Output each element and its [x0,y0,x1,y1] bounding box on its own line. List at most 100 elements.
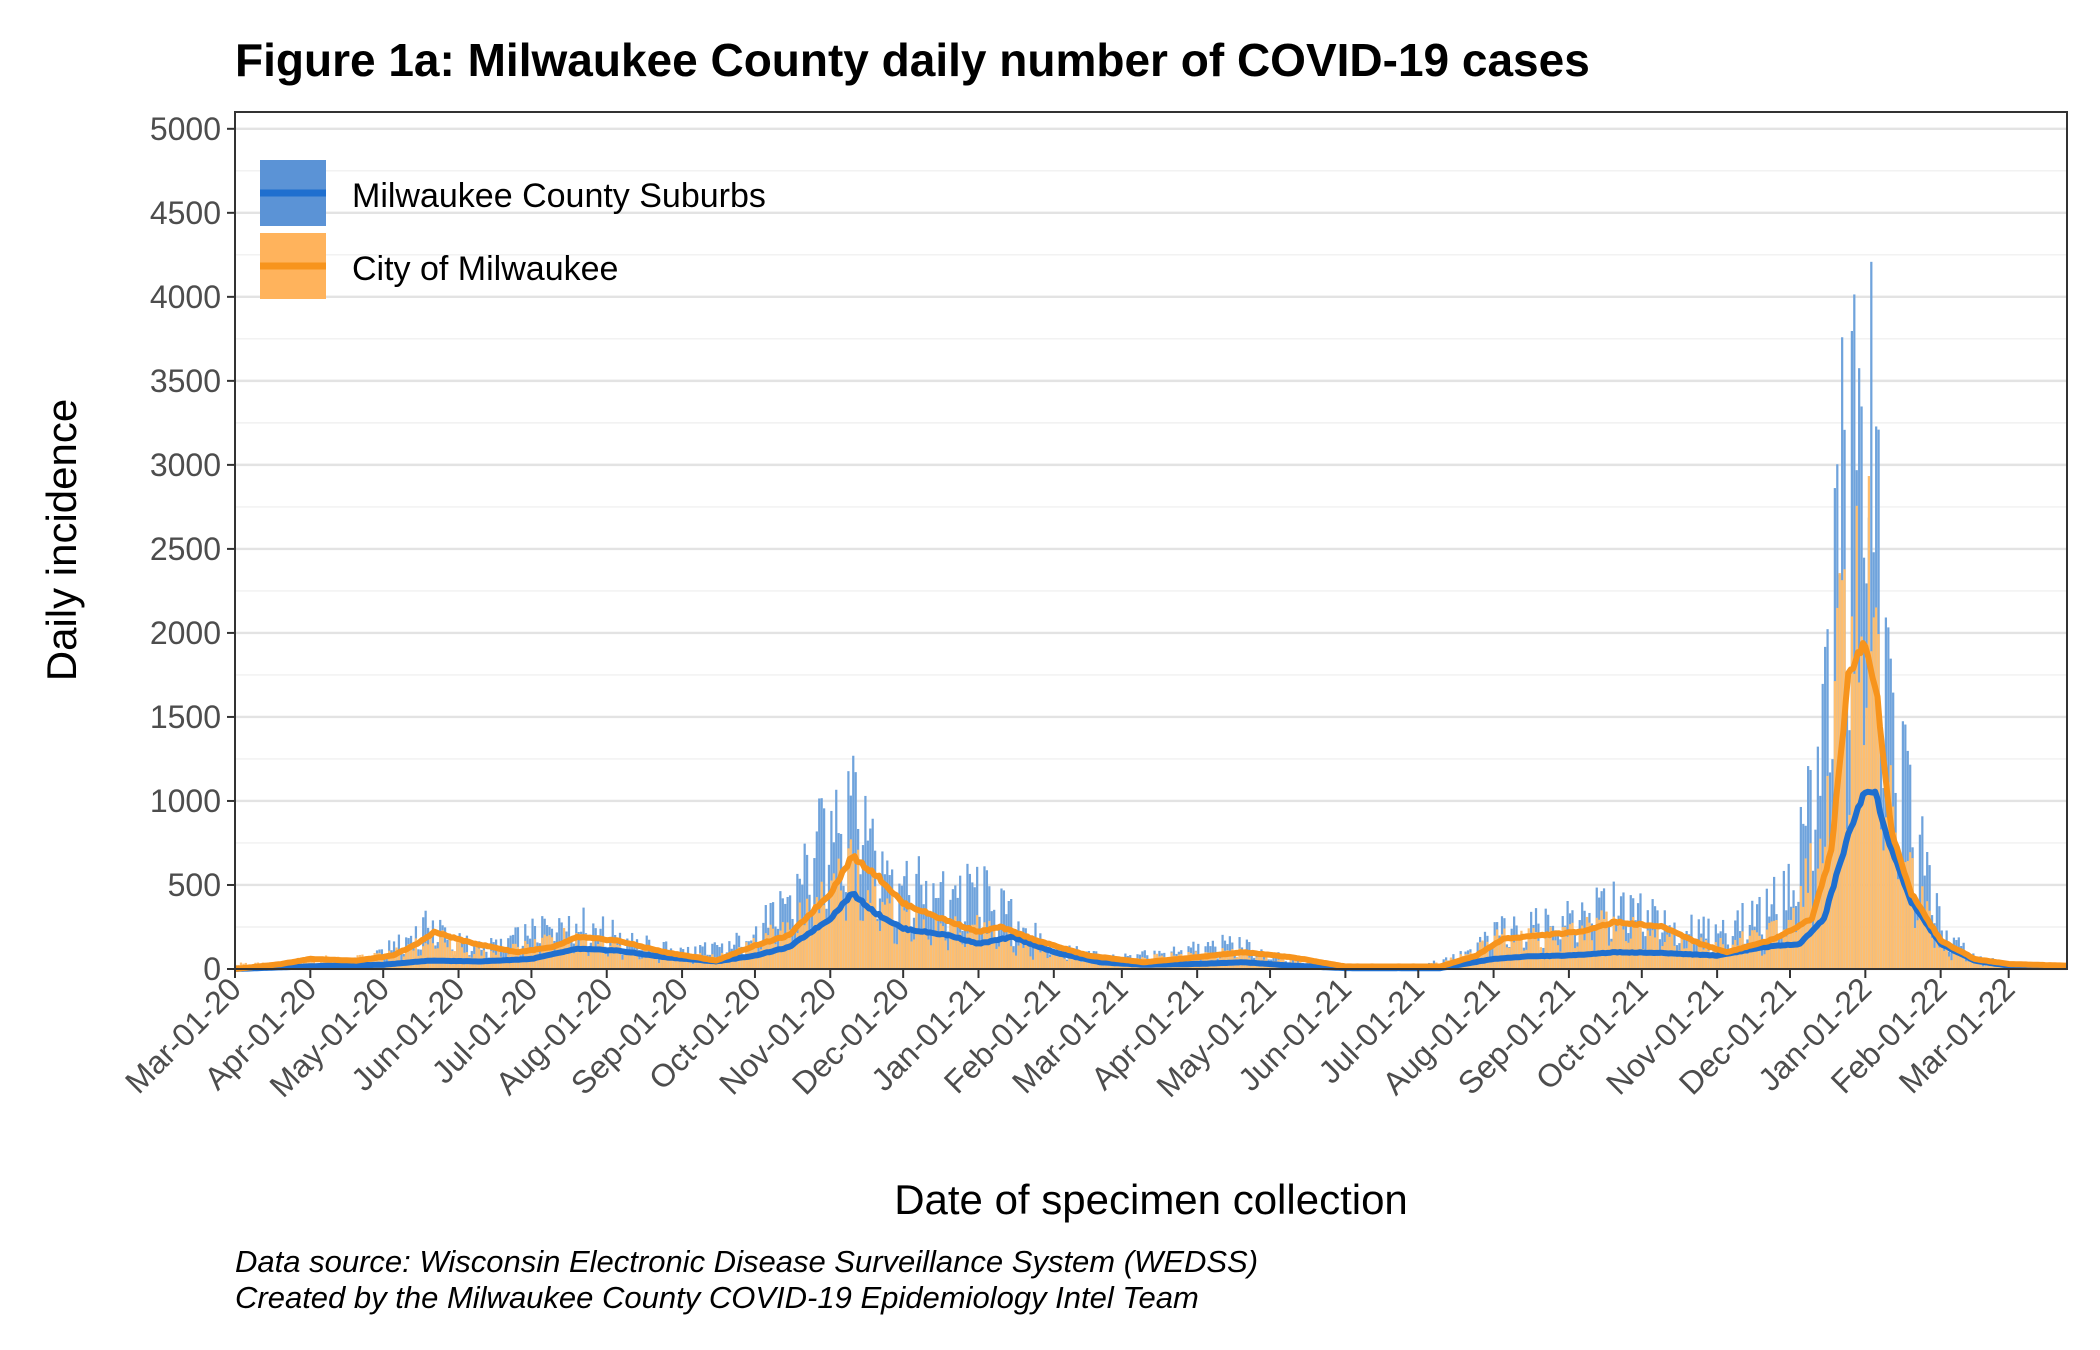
bar-city [842,899,845,969]
bar-city [1573,948,1577,969]
caption-line-1: Data source: Wisconsin Electronic Diseas… [235,1244,1258,1279]
bar-city [1588,922,1591,969]
bar-city [837,858,840,969]
bar-suburbs [1031,944,1035,969]
bar-city [674,961,678,969]
bar-city [458,939,461,969]
bar-city [558,945,561,969]
bar-city [825,918,828,969]
bar-city [847,848,850,969]
bar-suburbs [854,772,857,969]
bar-city [320,956,323,969]
bar-suburbs [796,873,799,969]
bar-city [1977,961,1980,969]
bar-city [796,933,799,969]
bar-city [997,946,1001,969]
bar-city [626,949,629,969]
bar-city [1080,961,1083,969]
bar-city [1882,850,1885,969]
bar-city [1673,945,1676,969]
bar-city [652,951,656,969]
bar-city [895,944,899,969]
bar-city [1593,950,1596,969]
bar-city [1532,927,1535,969]
bar-suburbs [779,891,782,969]
bar-city [1639,921,1642,969]
bar-city [1488,956,1491,969]
bar-city [1661,946,1664,969]
bar-city [784,935,787,969]
bar-city [893,943,896,969]
bar-city [1938,947,1941,969]
bar-city [830,880,833,969]
bar-city [2001,966,2004,969]
bar-city [944,940,947,969]
bar-city [1031,959,1035,969]
x-axis: Mar-01-20Apr-01-20May-01-20Jun-01-20Jul-… [118,969,2022,1104]
bar-city [1862,745,1866,969]
bar-city [1828,852,1832,969]
bar-city [1782,929,1785,969]
bar-city [1712,951,1715,969]
bar-city [1858,682,1861,969]
bar-city [643,950,646,969]
plot-background [235,112,2067,969]
y-tick-label: 1000 [150,783,221,819]
line-city [234,640,2068,972]
bar-city [553,950,556,969]
bar-city [1000,937,1003,969]
bar-city [1994,965,1997,969]
bar-city [1099,963,1103,969]
bar-city [1046,958,1049,969]
bar-suburbs [1782,870,1785,969]
bar-suburbs [1029,941,1032,969]
bar-city [1843,569,1846,969]
bar-city [810,932,814,969]
bar-city [1520,930,1523,969]
bar-city [375,953,379,969]
bar-city [961,944,964,969]
bar-city [1947,956,1951,969]
bar-city [504,957,507,969]
bar-city [1641,948,1645,969]
bar-city [808,935,811,969]
bar-city [1051,949,1054,969]
bar-city [990,941,993,969]
bar-city [657,963,661,969]
bar-city [1943,950,1946,969]
bar-city [1585,916,1589,969]
bar-city [927,939,930,969]
bar-city [604,954,607,969]
bar-city [1656,924,1659,969]
bar-city [932,934,935,969]
bar-city [616,944,619,969]
bar-suburbs [1760,934,1764,969]
bar-city [1683,948,1686,969]
bar-city [1962,958,1965,969]
bar-suburbs [1039,933,1042,969]
bar-suburbs [1906,750,1909,969]
y-tick-label: 3000 [150,447,221,483]
bar-city [1010,946,1013,969]
bar-city [915,910,918,969]
bar-city [1675,956,1679,969]
bar-city [968,932,972,969]
bar-city [1785,936,1788,969]
bar-city [1865,707,1868,969]
bar-city [1892,806,1895,969]
bar-city [524,940,527,969]
bar-city [1894,832,1897,969]
bar-city [735,954,738,969]
bar-suburbs [531,918,534,969]
bar-city [954,916,957,969]
bar-city [861,920,865,969]
bar-city [1969,960,1973,969]
bar-city [1940,942,1943,969]
bar-city [1816,868,1819,969]
bar-city [1581,925,1584,969]
bar-suburbs [1765,888,1768,969]
bar-city [966,933,969,969]
bar-city [900,900,903,969]
bar-city [1918,914,1922,969]
bar-city [1692,952,1696,969]
